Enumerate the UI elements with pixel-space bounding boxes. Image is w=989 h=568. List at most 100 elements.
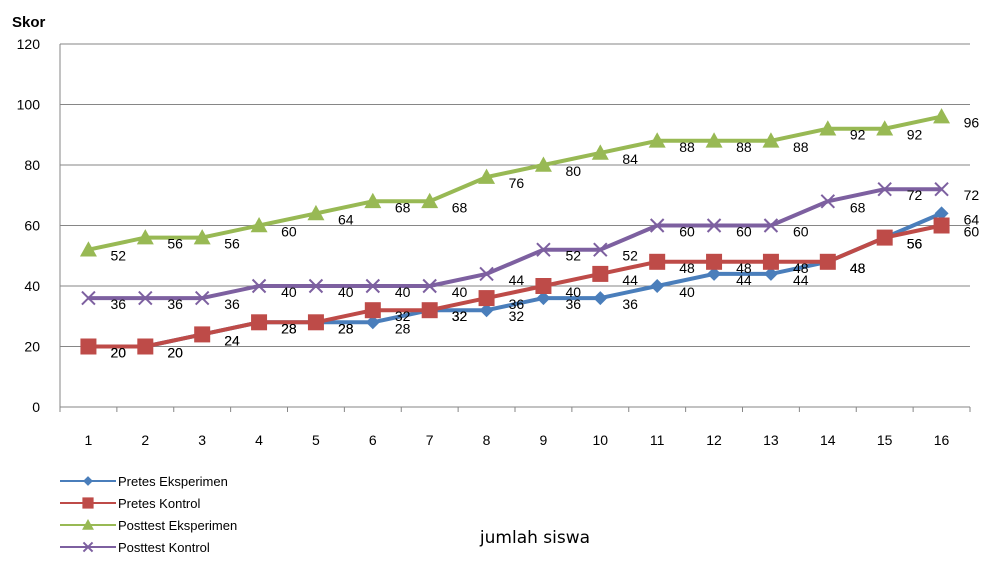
data-label: 52 bbox=[622, 248, 638, 264]
data-label: 44 bbox=[793, 272, 809, 288]
y-tick-label: 0 bbox=[32, 399, 40, 415]
data-label: 68 bbox=[452, 199, 468, 215]
x-tick-labels: 1 2 3 4 5 6 7 8 9 10 11 12 13 14 15 16 bbox=[85, 432, 950, 448]
data-label: 44 bbox=[736, 272, 752, 288]
data-point bbox=[534, 156, 552, 172]
data-label: 60 bbox=[964, 224, 980, 240]
data-label: 32 bbox=[452, 308, 468, 324]
data-point bbox=[79, 241, 97, 257]
data-point bbox=[194, 290, 210, 306]
data-label: 88 bbox=[793, 139, 809, 155]
series-line bbox=[88, 114, 942, 252]
x-axis-title: jumlah siswa bbox=[479, 528, 590, 548]
legend-item: Posttest Kontrol bbox=[60, 540, 210, 555]
data-label: 36 bbox=[622, 296, 638, 312]
data-label: 36 bbox=[565, 296, 581, 312]
data-point bbox=[478, 168, 496, 184]
data-label: 68 bbox=[395, 199, 411, 215]
data-point bbox=[536, 291, 551, 306]
data-label: 36 bbox=[167, 296, 183, 312]
data-point bbox=[251, 314, 268, 331]
data-point bbox=[876, 120, 894, 136]
data-label: 40 bbox=[679, 284, 695, 300]
data-label: 44 bbox=[622, 272, 638, 288]
data-label: 20 bbox=[110, 345, 126, 361]
x-tick-label: 3 bbox=[198, 432, 206, 448]
data-label: 28 bbox=[281, 320, 297, 336]
data-point bbox=[593, 242, 608, 257]
data-label: 64 bbox=[338, 211, 354, 227]
gridlines bbox=[59, 43, 971, 412]
series-line bbox=[88, 223, 942, 349]
data-label: 28 bbox=[395, 320, 411, 336]
data-label: 92 bbox=[907, 127, 923, 143]
series bbox=[79, 108, 951, 257]
data-point bbox=[820, 194, 836, 209]
data-label: 32 bbox=[452, 308, 468, 324]
y-tick-labels: 0 20 40 60 80 100 120 bbox=[17, 36, 41, 415]
data-label: 32 bbox=[509, 308, 525, 324]
data-point bbox=[251, 278, 267, 294]
data-point bbox=[649, 253, 666, 270]
data-label: 44 bbox=[509, 272, 525, 288]
data-point bbox=[82, 497, 94, 509]
y-tick-label: 80 bbox=[24, 157, 40, 173]
data-label: 92 bbox=[850, 127, 866, 143]
data-label: 72 bbox=[907, 187, 923, 203]
data-point bbox=[649, 218, 665, 233]
data-label: 60 bbox=[281, 224, 297, 240]
data-label: 20 bbox=[167, 345, 183, 361]
x-tick-label: 5 bbox=[312, 432, 320, 448]
data-point bbox=[877, 181, 892, 197]
data-label: 60 bbox=[793, 224, 809, 240]
data-label: 48 bbox=[793, 260, 809, 276]
legend-label: Posttest Eksperimen bbox=[118, 518, 237, 533]
y-tick-label: 60 bbox=[24, 218, 40, 234]
data-label: 56 bbox=[907, 236, 923, 252]
data-label: 52 bbox=[110, 248, 126, 264]
data-point bbox=[705, 132, 723, 148]
data-point bbox=[82, 519, 94, 530]
data-point bbox=[819, 253, 836, 270]
data-label: 96 bbox=[964, 115, 980, 131]
y-tick-label: 100 bbox=[17, 97, 41, 113]
data-point bbox=[365, 315, 380, 330]
data-label: 48 bbox=[679, 260, 695, 276]
data-point bbox=[762, 132, 780, 148]
data-label: 72 bbox=[964, 187, 980, 203]
data-label: 32 bbox=[395, 308, 411, 324]
data-label: 56 bbox=[224, 236, 240, 252]
data-point bbox=[194, 326, 211, 343]
data-label: 40 bbox=[395, 284, 411, 300]
legend-item: Pretes Eksperimen bbox=[60, 474, 228, 489]
data-label: 20 bbox=[167, 345, 183, 361]
data-label: 84 bbox=[622, 151, 638, 167]
data-point bbox=[876, 229, 893, 246]
data-point bbox=[591, 144, 609, 160]
data-point bbox=[364, 192, 382, 209]
data-label: 28 bbox=[338, 320, 354, 336]
data-label: 36 bbox=[509, 296, 525, 312]
legend-label: Pretes Eksperimen bbox=[118, 474, 228, 489]
data-label: 36 bbox=[110, 296, 126, 312]
data-point bbox=[193, 229, 211, 245]
data-point bbox=[706, 253, 723, 270]
data-point bbox=[81, 290, 96, 306]
data-point bbox=[307, 204, 325, 221]
data-point bbox=[593, 291, 608, 306]
x-tick-label: 8 bbox=[483, 432, 491, 448]
x-tick-label: 9 bbox=[540, 432, 548, 448]
data-point bbox=[762, 253, 779, 270]
data-point bbox=[479, 266, 494, 282]
data-point bbox=[137, 338, 154, 355]
data-point bbox=[536, 242, 551, 257]
data-label: 40 bbox=[452, 284, 468, 300]
data-label: 48 bbox=[850, 260, 866, 276]
x-tick-label: 15 bbox=[877, 432, 893, 448]
data-point bbox=[763, 266, 778, 281]
